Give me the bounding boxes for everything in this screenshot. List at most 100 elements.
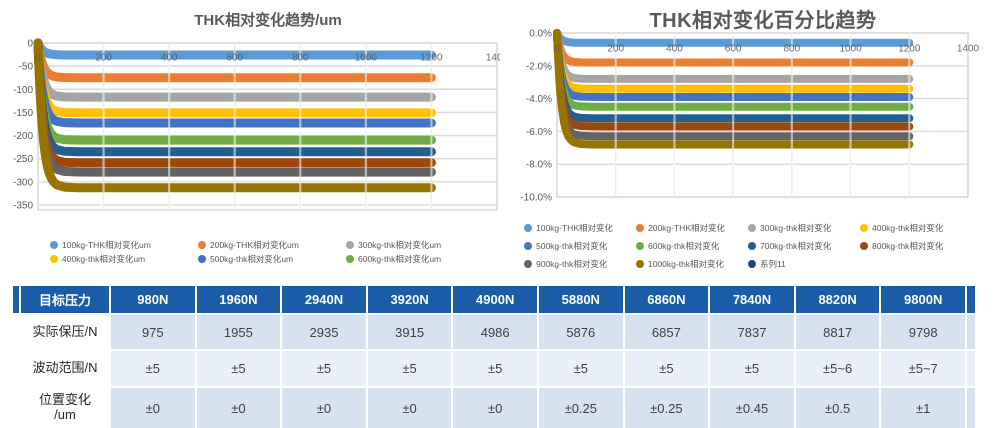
data-series <box>553 29 914 149</box>
legend-marker-icon <box>346 255 354 263</box>
x-tick-label: 1400 <box>486 53 500 64</box>
table-header-rowlabel: 目标压力 <box>21 286 109 313</box>
legend-item: 400kg-thk相对变化um <box>50 252 198 266</box>
legend-label: 800kg-thk相对变化 <box>872 241 944 251</box>
table-header-cell: 8820N <box>795 286 880 313</box>
legend-label: 900kg-thk相对变化 <box>536 259 608 269</box>
x-tick-label: 1000 <box>839 44 862 55</box>
legend-item: 1000kg-thk相对变化 <box>636 255 748 273</box>
legend-item: 系列11 <box>748 255 860 273</box>
table-header-edge <box>966 286 975 313</box>
legend-item: 100kg-THK相对变化um <box>50 238 198 252</box>
legend-label: 500kg-thk相对变化um <box>210 254 294 264</box>
table-header-cell: 7840N <box>710 286 794 313</box>
legend-item: 500kg-thk相对变化um <box>198 252 346 266</box>
table-cell: ±0.5 <box>795 388 880 428</box>
table-cell: 4986 <box>453 315 537 349</box>
x-tick-label: 0 <box>554 44 560 55</box>
y-tick-label: -300 <box>13 177 33 188</box>
gridline-overlay <box>102 43 433 210</box>
legend-label: 600kg-thk相对变化um <box>358 254 442 264</box>
legend-item: 900kg-thk相对变化 <box>524 255 636 273</box>
table-cell: ±0 <box>282 388 366 428</box>
table-cell: ±5 <box>453 351 537 386</box>
legend-marker-icon <box>748 242 756 250</box>
series-line <box>553 29 914 149</box>
table-cell: ±5 <box>196 351 281 386</box>
legend-marker-icon <box>748 260 756 268</box>
table-cell: ±0.25 <box>538 388 623 428</box>
x-tick-label: 1200 <box>420 53 443 64</box>
table-cell: ±0 <box>367 388 452 428</box>
x-tick-label: 400 <box>666 44 683 55</box>
legend-item: 600kg-thk相对变化 <box>636 237 748 255</box>
x-tick-label: 200 <box>607 44 624 55</box>
legend-marker-icon <box>636 242 644 250</box>
table-cell: ±0 <box>453 388 537 428</box>
legend-label: 300kg-thk相对变化um <box>358 240 442 250</box>
y-tick-label: -4.0% <box>526 94 552 105</box>
legend-item: 200kg-THK相对变化 <box>636 219 748 237</box>
table-cell: 7837 <box>710 315 794 349</box>
chart-title: THK相对变化百分比趋势 <box>649 10 877 32</box>
legend-label: 1000kg-thk相对变化 <box>648 259 725 269</box>
chart-thk-change-percent: THK相对变化百分比趋势 0.0% -2.0% -4.0% -6.0% -8.0% -10… <box>500 0 1000 280</box>
table-cell: ±5 <box>624 351 709 386</box>
legend-label: 系列11 <box>760 259 786 269</box>
table-cell: ±5 <box>282 351 366 386</box>
legend-item: 100kg-THK相对变化 <box>524 219 636 237</box>
legend-marker-icon <box>346 241 354 249</box>
table-row-label: 实际保压/N <box>21 315 109 349</box>
table-cell: 975 <box>111 315 195 349</box>
table-row-edge <box>13 315 19 349</box>
gridline-overlay <box>614 33 911 197</box>
table-header-cell: 2940N <box>282 286 366 313</box>
legend-item: 600kg-thk相对变化um <box>346 252 494 266</box>
legend-item: 200kg-THK相对变化um <box>198 238 346 252</box>
legend-marker-icon <box>860 242 868 250</box>
legend-label: 100kg-THK相对变化 <box>536 223 613 233</box>
legend-item: 300kg-thk相对变化um <box>346 238 494 252</box>
legend-marker-icon <box>636 260 644 268</box>
series-line <box>33 38 436 60</box>
legend-marker-icon <box>860 224 868 232</box>
chart-legend: 100kg-THK相对变化um 200kg-THK相对变化um 300kg-thk相… <box>50 238 494 266</box>
x-axis-tick-labels: 0 200 400 600 800 1000 1200 1400 <box>554 44 979 55</box>
table-header-cell: 4900N <box>453 286 537 313</box>
table-cell: 3915 <box>367 315 452 349</box>
chart-title: THK相对变化趋势/um <box>194 12 342 29</box>
y-tick-label: -50 <box>19 62 34 73</box>
y-tick-label: 0.0% <box>529 29 552 40</box>
y-tick-label: -10.0% <box>520 193 552 204</box>
plot-border <box>556 32 969 198</box>
x-tick-label: 400 <box>161 53 178 64</box>
table-row-edge <box>966 351 975 386</box>
table-cell: ±5 <box>538 351 623 386</box>
y-tick-label: -100 <box>13 85 33 96</box>
table-cell: 5876 <box>538 315 623 349</box>
y-axis-tick-labels: 0 -50 -100 -150 -200 -250 -300 -350 <box>13 39 33 212</box>
table-row-label: 波动范围/N <box>21 351 109 386</box>
data-series <box>33 38 436 193</box>
table-cell: ±5 <box>367 351 452 386</box>
legend-marker-icon <box>524 224 532 232</box>
table-cell: ±5~7 <box>881 351 965 386</box>
table-header-cell: 980N <box>111 286 195 313</box>
table-cell: ±5~6 <box>795 351 880 386</box>
legend-label: 500kg-thk相对变化 <box>536 241 608 251</box>
y-tick-label: -250 <box>13 154 33 165</box>
table-header-cell: 1960N <box>196 286 281 313</box>
legend-label: 300kg-thk相对变化 <box>760 223 832 233</box>
table-cell: 9798 <box>881 315 965 349</box>
table-cell: ±0.25 <box>624 388 709 428</box>
x-tick-label: 0 <box>35 53 41 64</box>
legend-label: 100kg-THK相对变化um <box>62 240 151 250</box>
legend-label: 700kg-thk相对变化 <box>760 241 832 251</box>
table-header-cell: 9800N <box>881 286 965 313</box>
chart-thk-change-um: THK相对变化趋势/um 0 -50 -100 -150 -200 -250 -300 -35… <box>0 0 500 280</box>
legend-item: 300kg-thk相对变化 <box>748 219 860 237</box>
table-cell: ±0.45 <box>710 388 794 428</box>
legend-item: 800kg-thk相对变化 <box>860 237 972 255</box>
